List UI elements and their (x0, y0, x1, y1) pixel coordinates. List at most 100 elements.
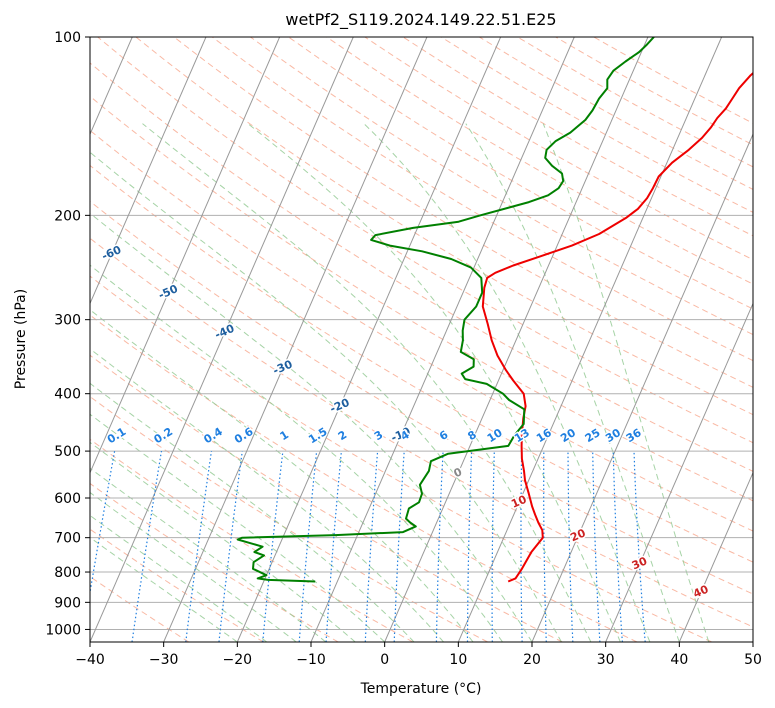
y-tick-label: 800 (54, 565, 81, 581)
mixing-ratio-label: 2 (336, 428, 349, 443)
x-tick-label: 0 (380, 652, 389, 668)
mixing-ratio-label: 20 (558, 426, 578, 445)
isotherm-line (90, 37, 354, 642)
dry-adiabat-line (90, 164, 753, 563)
isotherms (90, 37, 753, 642)
mixing-ratio-label: 10 (485, 426, 505, 445)
isotherm-label-lower: 0 (452, 465, 465, 480)
dewpoint-profile-line (236, 37, 655, 583)
dry-adiabat-line (90, 95, 753, 502)
isotherm-line (90, 37, 281, 474)
mixing-ratio-line (185, 451, 213, 642)
isotherm-label: -80 (1, 131, 25, 151)
moist-adiabat-line (90, 536, 238, 642)
mixing-ratio-line (90, 450, 116, 597)
dry-adiabat-line (211, 37, 753, 362)
mixing-ratio-lines (90, 450, 646, 642)
x-axis: −40 −30 −20 −10 0 10 20 30 40 50 (75, 642, 762, 668)
moist-adiabat-line (90, 309, 474, 642)
dry-adiabat-line (593, 37, 753, 124)
x-tick-label: −10 (296, 652, 326, 668)
mixing-ratio-line (364, 451, 379, 642)
dry-adiabat-line (555, 37, 753, 146)
moist-adiabat-line (363, 123, 651, 642)
isotherm-label: -30 (271, 357, 295, 377)
y-tick-label: 600 (54, 491, 81, 507)
x-tick-label: 10 (449, 652, 467, 668)
y-tick-label: 200 (54, 208, 81, 224)
moist-adiabat-line (465, 123, 680, 642)
isotherm-line (384, 37, 649, 642)
dry-adiabat-line (90, 275, 712, 642)
dry-adiabat-line (288, 37, 753, 310)
dry-adiabat-line (90, 354, 563, 642)
isotherm-line (605, 302, 753, 642)
moist-adiabat-line (90, 467, 327, 642)
moist-adiabat-line (90, 441, 356, 642)
dry-adiabat-line (90, 237, 753, 628)
dry-adiabat-line (97, 37, 753, 444)
mixing-ratio-label: 1 (278, 428, 291, 443)
isotherm-label: -20 (328, 396, 352, 416)
plot-area: -100-90-80-70-60-50-40-30-20-10010203040… (1, 37, 753, 642)
x-tick-label: 30 (597, 652, 615, 668)
isotherm-label-lower: 20 (568, 526, 588, 544)
mixing-ratio-line (218, 451, 243, 642)
isotherm-label-lower: 30 (630, 554, 650, 572)
x-axis-label: Temperature (°C) (360, 681, 482, 697)
profile-series (236, 37, 753, 583)
y-axis: 100 200 300 400 500 600 700 800 900 1000 (45, 30, 90, 638)
x-tick-label: 40 (670, 652, 688, 668)
mixing-ratio-label: 0.1 (105, 425, 128, 446)
pressure-gridlines (90, 37, 753, 630)
isotherm-line (236, 37, 502, 642)
mixing-ratio-line (131, 450, 163, 642)
mixing-ratio-line (262, 451, 284, 642)
dry-adiabat-line (90, 200, 753, 595)
y-tick-label: 500 (54, 444, 81, 460)
mixing-ratio-line (592, 451, 601, 642)
dry-adiabat-line (90, 62, 753, 472)
isotherm-label-lower: 40 (691, 583, 711, 601)
isotherm-label: -60 (100, 243, 124, 263)
dry-adiabat-line (326, 37, 753, 285)
moist-adiabat-line (90, 382, 415, 642)
isotherm-label: -50 (156, 282, 180, 302)
dry-adiabat-line (250, 37, 753, 336)
y-tick-label: 100 (54, 30, 81, 46)
moist-adiabat-line (542, 123, 710, 642)
temperature-profile-line (481, 71, 753, 583)
mixing-ratio-line (633, 451, 646, 642)
y-tick-label: 400 (54, 387, 81, 403)
isotherm-line (163, 37, 428, 642)
isotherm-line (678, 471, 753, 642)
dry-adiabat-line (364, 37, 753, 261)
moist-adiabat-line (90, 264, 503, 642)
x-tick-label: 20 (523, 652, 541, 668)
mixing-ratio-line (491, 451, 495, 642)
mixing-ratio-label: 6 (437, 428, 451, 443)
x-tick-label: −20 (223, 652, 253, 668)
isotherm-line (90, 37, 207, 305)
mixing-ratio-line (435, 451, 444, 642)
moist-adiabat-line (247, 123, 621, 642)
isotherm-label: -70 (53, 182, 77, 202)
isotherm-line (310, 37, 575, 642)
mixing-ratio-line (567, 451, 574, 642)
y-tick-label: 700 (54, 531, 81, 547)
x-tick-label: −40 (75, 652, 105, 668)
isotherm-label-lower: 10 (509, 493, 529, 511)
mixing-ratio-line (325, 451, 342, 642)
x-tick-label: −30 (149, 652, 179, 668)
plot-frame (89, 36, 754, 643)
dry-adiabat-line (173, 37, 753, 388)
y-tick-label: 900 (54, 595, 81, 611)
mixing-ratio-label: 36 (624, 426, 644, 445)
y-tick-label: 300 (54, 313, 81, 329)
mixing-ratio-label: 25 (583, 426, 603, 445)
dry-adiabat-line (135, 37, 753, 416)
moist-adiabat-line (90, 491, 297, 642)
dry-adiabat-line (90, 396, 488, 642)
